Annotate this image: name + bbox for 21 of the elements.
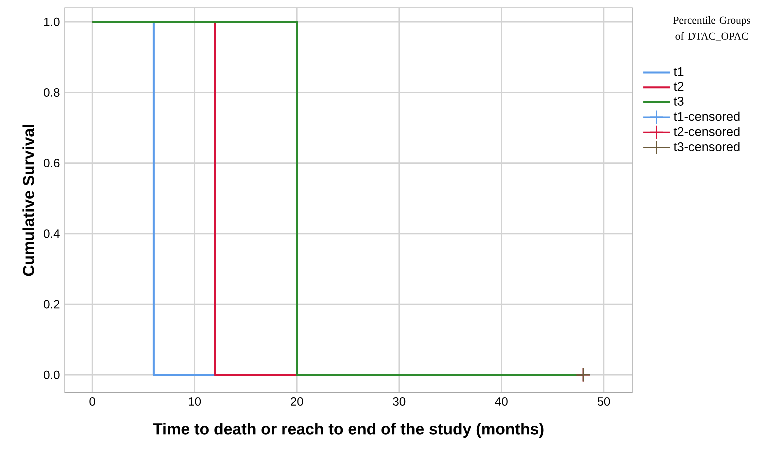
x-tick-label: 50 — [598, 398, 610, 406]
x-tick-label: 10 — [189, 398, 202, 406]
legend-label: t2 — [674, 82, 684, 92]
y-tick-label: 0.8 — [44, 88, 60, 98]
y-tick-label: 0.6 — [44, 159, 60, 168]
y-tick-label: 0.4 — [44, 230, 60, 238]
legend-label: t1-censored — [674, 112, 740, 122]
legend-label: t1 — [674, 68, 684, 76]
y-axis-title: Cumulative Survival — [22, 125, 34, 276]
x-tick-label: 30 — [393, 398, 406, 406]
x-tick-label: 40 — [495, 398, 508, 406]
x-tick-label: 0 — [90, 398, 96, 406]
x-axis-title: Time to death or reach to end of the study (months) — [153, 423, 544, 438]
y-tick-label: 1.0 — [44, 18, 60, 27]
y-tick-label: 0.2 — [44, 300, 60, 309]
legend-label: t2-censored — [674, 127, 740, 136]
legend-label: t3-censored — [674, 142, 740, 152]
x-tick-label: 20 — [291, 398, 304, 406]
legend-label: t3 — [674, 97, 684, 106]
legend-title: Percentile Groups of DTAC_OPAC — [674, 16, 750, 42]
y-tick-label: 0.0 — [44, 370, 60, 380]
